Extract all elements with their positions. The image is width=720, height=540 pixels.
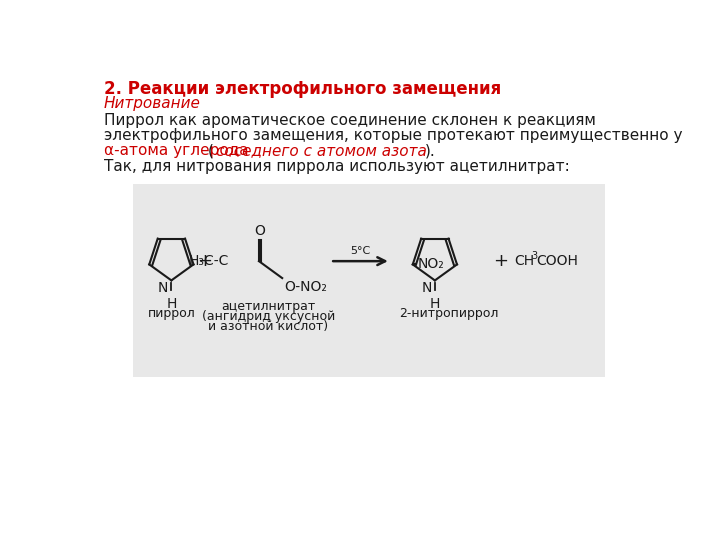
- Text: N: N: [421, 281, 432, 295]
- Text: ).: ).: [425, 143, 436, 158]
- Text: N: N: [158, 281, 168, 295]
- Text: +: +: [493, 252, 508, 270]
- Text: 3: 3: [531, 251, 537, 261]
- Text: (ангидрид уксусной: (ангидрид уксусной: [202, 309, 335, 323]
- Text: пиррол: пиррол: [148, 307, 195, 320]
- Text: H₃C-C: H₃C-C: [189, 254, 230, 268]
- Text: COOH: COOH: [536, 254, 578, 268]
- Text: ацетилнитрат: ацетилнитрат: [221, 300, 315, 313]
- Text: Так, для нитрования пиррола используют ацетилнитрат:: Так, для нитрования пиррола используют а…: [104, 159, 570, 174]
- Text: O: O: [254, 224, 265, 238]
- Text: (: (: [208, 143, 214, 158]
- Text: H: H: [430, 298, 440, 312]
- FancyBboxPatch shape: [132, 184, 606, 377]
- Text: CH: CH: [515, 254, 535, 268]
- Text: 2-нитропиррол: 2-нитропиррол: [399, 307, 498, 320]
- Text: электрофильного замещения, которые протекают преимущественно у: электрофильного замещения, которые проте…: [104, 128, 683, 143]
- Text: соседнего с атомом азота: соседнего с атомом азота: [215, 143, 426, 158]
- Text: +: +: [197, 252, 212, 270]
- Text: Пиррол как ароматическое соединение склонен к реакциям: Пиррол как ароматическое соединение скло…: [104, 112, 596, 127]
- Text: и азотной кислот): и азотной кислот): [208, 320, 328, 333]
- Text: O-NO₂: O-NO₂: [284, 280, 328, 294]
- Text: H: H: [166, 298, 176, 312]
- Text: 2. Реакции электрофильного замещения: 2. Реакции электрофильного замещения: [104, 80, 501, 98]
- Text: Нитрование: Нитрование: [104, 96, 201, 111]
- Text: NO₂: NO₂: [418, 258, 444, 272]
- Text: α-атома углерода: α-атома углерода: [104, 143, 248, 158]
- Text: 5°C: 5°C: [351, 246, 371, 256]
